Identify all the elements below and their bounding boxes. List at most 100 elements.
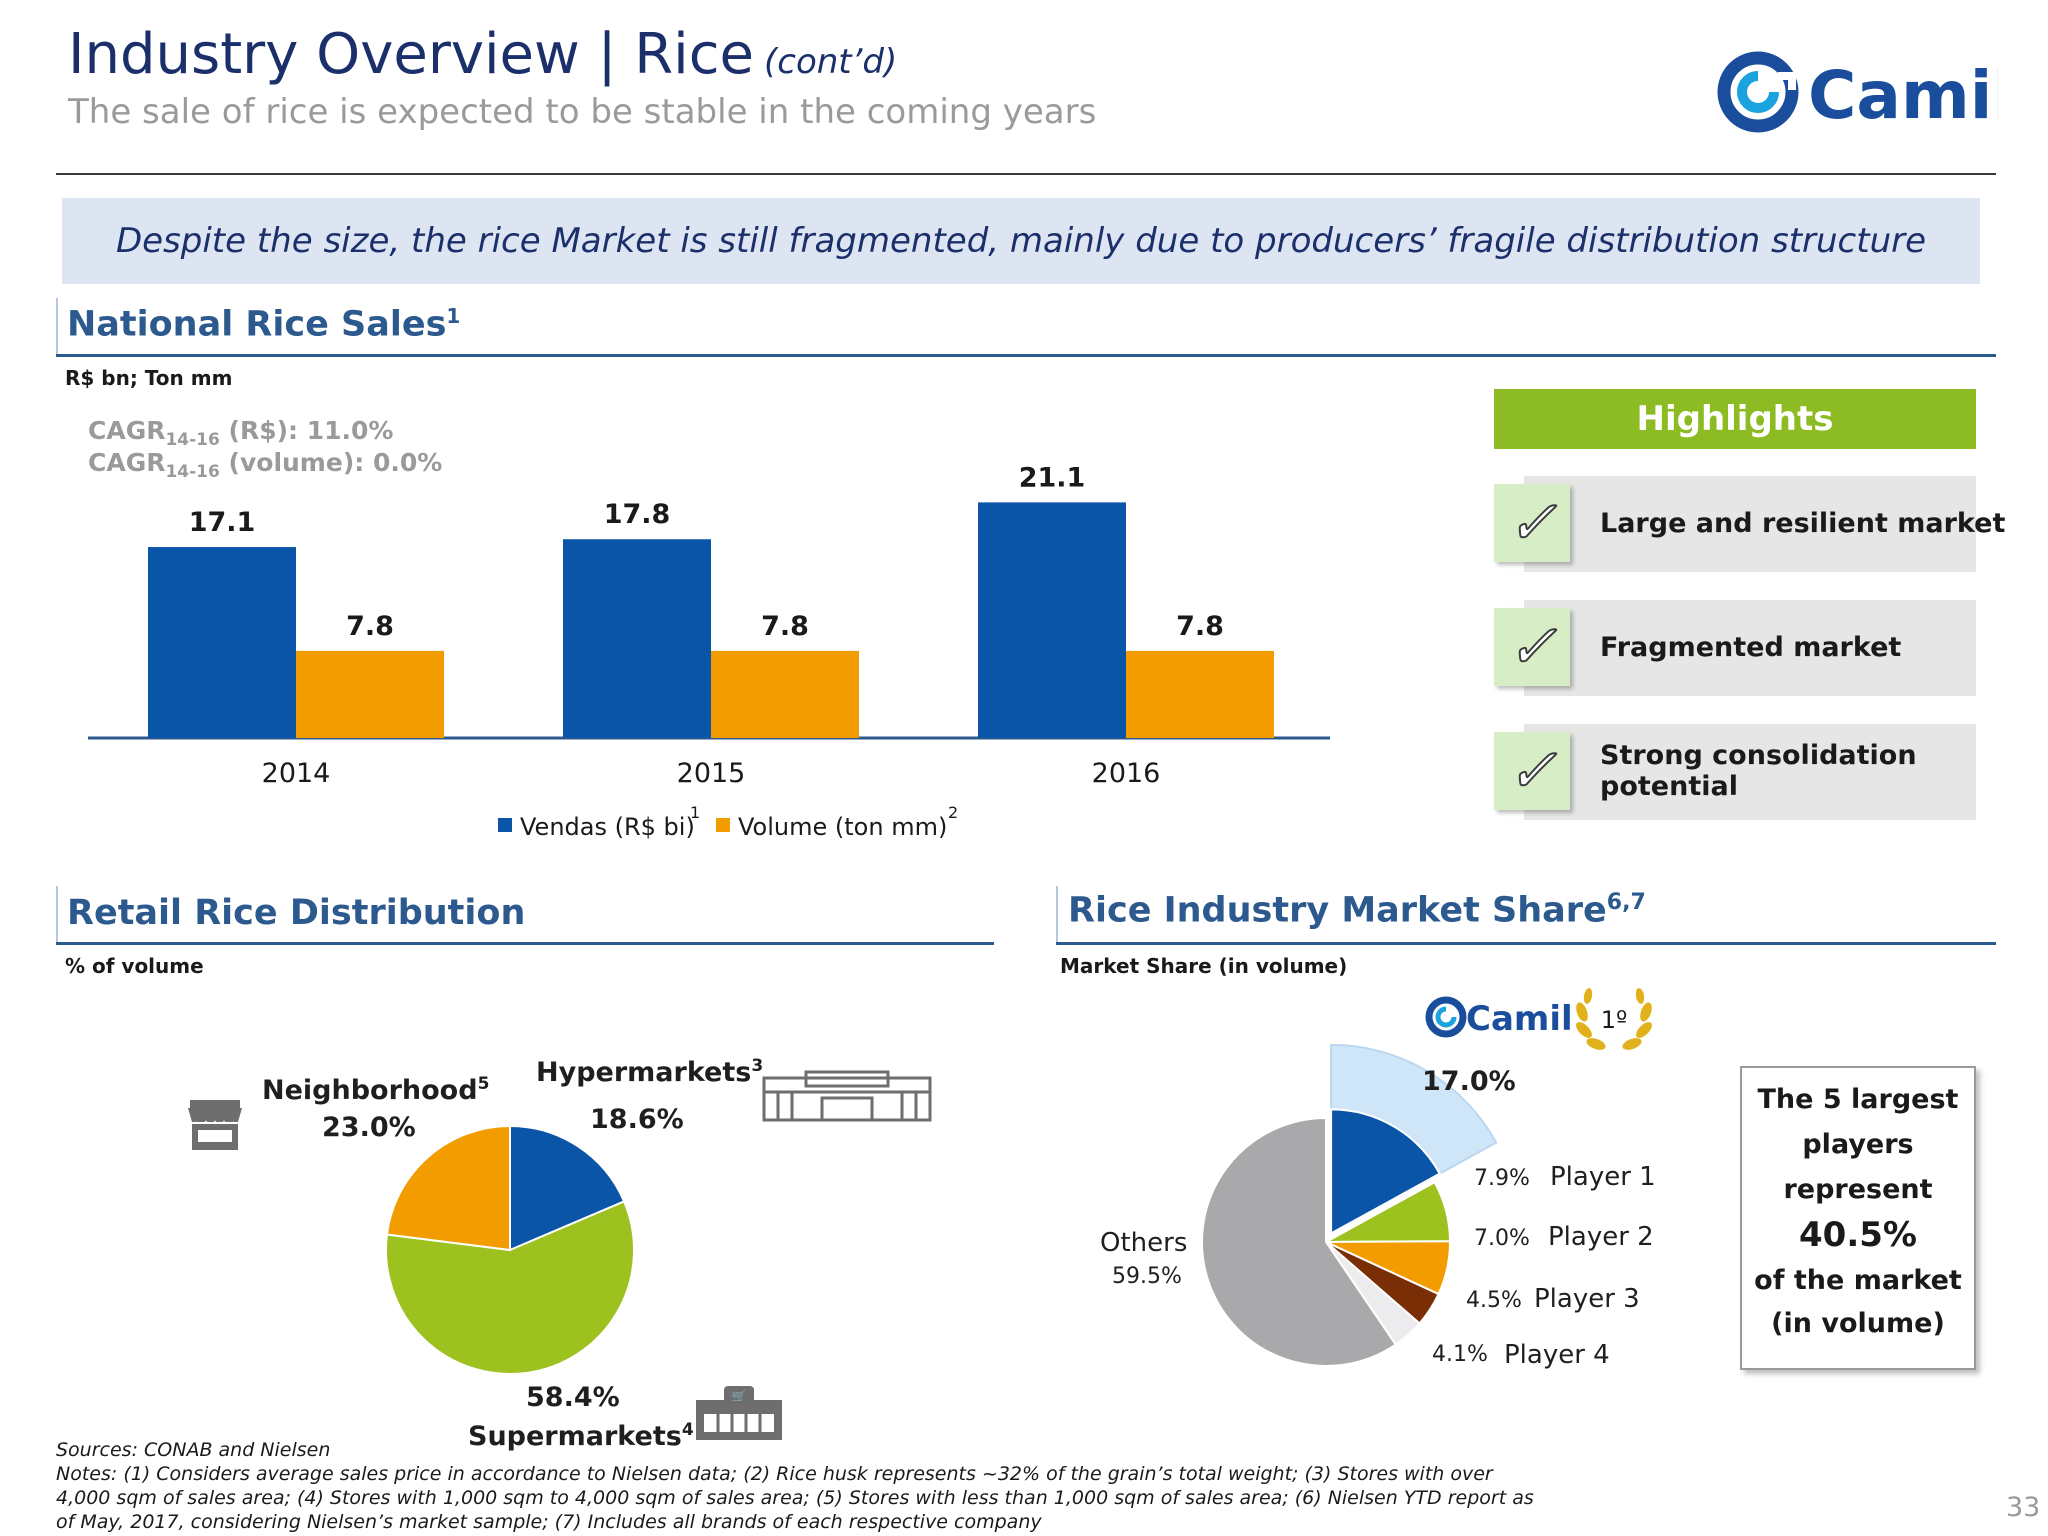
page-title-suffix: (cont’d)	[763, 42, 898, 82]
page-title-main: Industry Overview | Rice	[68, 22, 754, 87]
bar-sales-2014	[148, 547, 296, 738]
header-divider	[56, 173, 1996, 175]
hypermarket-icon	[762, 1070, 932, 1122]
cagr-volume-line: CAGR14-16 (volume): 0.0%	[88, 448, 443, 482]
highlight-row-2	[1524, 600, 1976, 696]
distribution-section-title: Retail Rice Distribution	[67, 893, 526, 933]
sales-bar-chart: 17.1 7.8 2014 17.8 7.8 2015 21.1 7.8 2016 Vendas …	[88, 462, 1330, 841]
sales-title-footnote: 1	[446, 304, 461, 328]
camil-logo: Camil	[1717, 51, 1998, 134]
bar-label: 7.8	[346, 611, 394, 642]
share-unit: Market Share (in volume)	[1060, 954, 1348, 978]
legend-swatch	[716, 818, 730, 832]
cagr-value-line: CAGR14-16 (R$): 11.0%	[88, 416, 394, 450]
hypermarkets-label: Hypermarkets3	[536, 1056, 764, 1088]
player3-value: 4.5%	[1466, 1288, 1522, 1313]
top5-summary-box: The 5 largest players represent 40.5% of…	[1740, 1066, 1976, 1370]
share-section-underline	[1056, 942, 1996, 945]
pie-slice-neighborhood	[385, 1124, 511, 1252]
bar-label: 17.8	[604, 499, 671, 530]
retail-distribution-pie	[385, 1124, 635, 1375]
highlight-row-3	[1524, 724, 1976, 820]
svg-text:Camil: Camil	[1466, 999, 1573, 1039]
distribution-unit: % of volume	[65, 954, 204, 978]
svg-text:🛒: 🛒	[732, 1389, 747, 1403]
share-section-title: Rice Industry Market Share6,7	[1068, 890, 1646, 931]
page-number: 33	[2006, 1492, 2041, 1523]
player2-name: Player 2	[1548, 1222, 1654, 1252]
player1-name: Player 1	[1550, 1162, 1656, 1192]
bar-volume-2014	[296, 650, 444, 738]
top5-value: 40.5%	[1799, 1215, 1917, 1255]
pie-slice-supermarkets	[385, 1200, 635, 1375]
highlight-check-1: ✓	[1494, 484, 1570, 562]
supermarkets-label: Supermarkets4	[468, 1420, 694, 1452]
player2-value: 7.0%	[1474, 1226, 1530, 1251]
pie-slice-camil	[1330, 1108, 1442, 1236]
bar-sales-2016	[978, 502, 1126, 738]
key-message-text: Despite the size, the rice Market is sti…	[115, 221, 1927, 261]
rank-badge: 1º	[1601, 1006, 1628, 1034]
bar-label: 7.8	[761, 611, 809, 642]
player1-value: 7.9%	[1474, 1166, 1530, 1191]
footnotes: Sources: CONAB and Nielsen Notes: (1) Co…	[56, 1438, 1536, 1534]
legend-label: Volume (ton mm)	[738, 813, 947, 841]
laurel-icon: 1º	[1576, 988, 1652, 1050]
x-tick-label: 2015	[677, 758, 746, 789]
sales-section-title: National Rice Sales1	[67, 304, 460, 345]
legend-footnote: 2	[948, 803, 958, 822]
bar-label: 7.8	[1176, 611, 1224, 642]
share-section-accent	[1056, 886, 1058, 942]
distribution-section-accent	[56, 886, 58, 942]
top5-line5: (in volume)	[1771, 1308, 1945, 1339]
check-icon: ✓	[1506, 611, 1558, 683]
camil-share-value: 17.0%	[1422, 1066, 1516, 1097]
camil-logo-icon	[1717, 51, 1799, 133]
sales-unit: R$ bn; Ton mm	[65, 366, 233, 390]
player4-value: 4.1%	[1432, 1342, 1488, 1367]
sales-section-accent	[56, 298, 58, 354]
page-title: Industry Overview | Rice (cont’d)	[68, 22, 897, 87]
highlight-check-3: ✓	[1494, 732, 1570, 810]
player3-name: Player 3	[1534, 1284, 1640, 1314]
x-tick-label: 2014	[262, 758, 331, 789]
player4-name: Player 4	[1504, 1340, 1610, 1370]
legend-swatch	[498, 818, 512, 832]
notes-text: Notes: (1) Considers average sales price…	[56, 1463, 1534, 1533]
camil-logo-text: Camil	[1808, 57, 1998, 134]
legend-footnote: 1	[690, 803, 700, 822]
highlight-text-3b: potential	[1600, 771, 1738, 802]
top5-line2: players	[1802, 1129, 1914, 1160]
x-tick-label: 2016	[1092, 758, 1161, 789]
highlights-header: Highlights	[1494, 389, 1976, 449]
supermarkets-value: 58.4%	[526, 1382, 620, 1413]
others-name: Others	[1100, 1228, 1188, 1258]
top5-line4: of the market	[1754, 1265, 1962, 1296]
store-icon	[188, 1100, 242, 1150]
pie-slice-others	[1201, 1116, 1398, 1367]
bar-volume-2015	[711, 650, 859, 738]
bar-label: 17.1	[189, 507, 256, 538]
sources-text: Sources: CONAB and Nielsen	[56, 1439, 331, 1461]
bar-label: 21.1	[1019, 462, 1086, 493]
check-icon: ✓	[1506, 487, 1558, 559]
highlight-row-1	[1524, 476, 1976, 572]
neighborhood-label: Neighborhood5	[262, 1074, 490, 1106]
camil-small-logo: Camil	[1425, 996, 1573, 1039]
legend-label: Vendas (R$ bi)	[520, 813, 695, 841]
market-share-pie	[1201, 1043, 1498, 1367]
pie-slice-hypermarkets	[509, 1124, 626, 1252]
highlight-text-2: Fragmented market	[1600, 632, 1902, 663]
bar-sales-2015	[563, 539, 711, 738]
page-subtitle: The sale of rice is expected to be stabl…	[68, 92, 1097, 132]
bar-volume-2016	[1126, 650, 1274, 738]
supermarket-icon: 🛒	[696, 1386, 782, 1440]
sales-title-text: National Rice Sales	[67, 304, 447, 345]
sales-section-underline	[56, 354, 1996, 357]
distribution-section-underline	[56, 942, 994, 945]
key-message-banner: Despite the size, the rice Market is sti…	[62, 198, 1980, 284]
others-value: 59.5%	[1112, 1264, 1182, 1289]
highlight-text-3a: Strong consolidation	[1600, 740, 1917, 771]
top5-line3: represent	[1783, 1174, 1933, 1205]
hypermarkets-value: 18.6%	[590, 1104, 684, 1135]
